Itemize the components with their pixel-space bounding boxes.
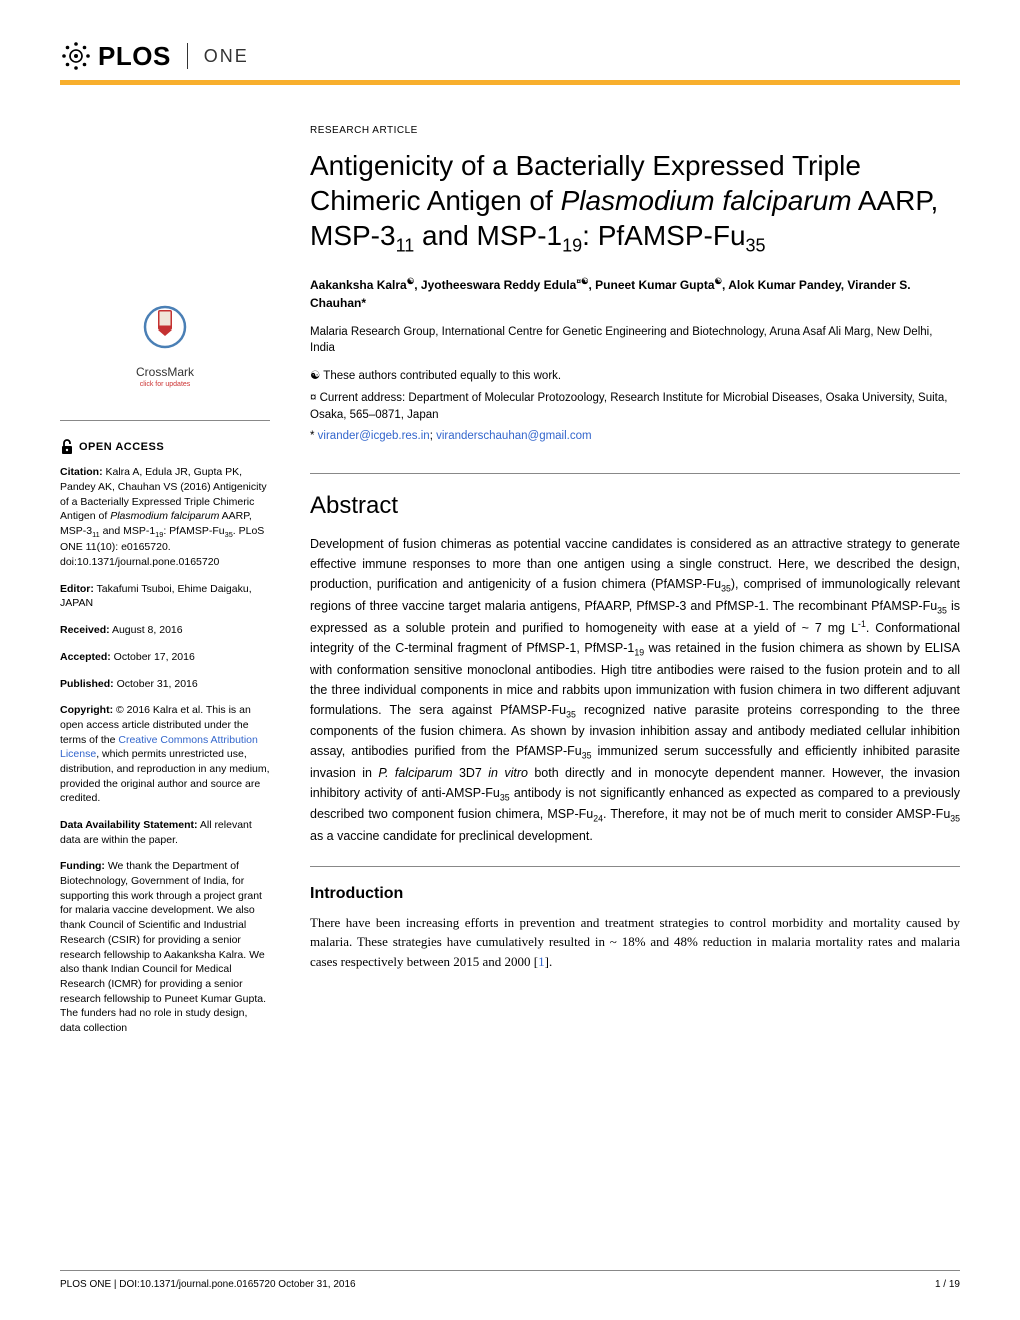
- editor-block: Editor: Takafumi Tsuboi, Ehime Daigaku, …: [60, 582, 270, 611]
- article-type: RESEARCH ARTICLE: [310, 125, 960, 136]
- abstract-rule: [310, 473, 960, 474]
- accent-bar: [60, 80, 960, 85]
- sidebar: CrossMark click for updates OPEN ACCESS …: [60, 125, 270, 1048]
- open-access-lock-icon: [60, 439, 74, 455]
- introduction-heading: Introduction: [310, 885, 960, 903]
- plos-logo: PLOS ONE: [60, 40, 249, 72]
- plos-icon: [60, 40, 92, 72]
- main-column: RESEARCH ARTICLE Antigenicity of a Bacte…: [310, 125, 960, 1048]
- email-link-1[interactable]: virander@icgeb.res.in: [318, 430, 430, 442]
- footer-right: 1 / 19: [935, 1279, 960, 1290]
- corresponding-prefix: *: [310, 430, 318, 442]
- equal-contribution-note: ☯ These authors contributed equally to t…: [310, 368, 960, 385]
- brand-divider: [187, 43, 188, 69]
- received-block: Received: August 8, 2016: [60, 623, 270, 638]
- crossmark-sublabel: click for updates: [60, 380, 270, 390]
- author-list: Aakanksha Kalra☯, Jyotheeswara Reddy Edu…: [310, 275, 960, 312]
- plos-brand-text: PLOS: [98, 41, 171, 72]
- plos-one-text: ONE: [204, 46, 249, 67]
- accepted-block: Accepted: October 17, 2016: [60, 650, 270, 665]
- funding-block: Funding: We thank the Department of Biot…: [60, 859, 270, 1035]
- intro-rule: [310, 866, 960, 867]
- affiliation: Malaria Research Group, International Ce…: [310, 324, 960, 356]
- crossmark-icon: [140, 300, 190, 355]
- open-access-row: OPEN ACCESS: [60, 420, 270, 455]
- crossmark-label: CrossMark: [60, 364, 270, 381]
- page-header: PLOS ONE: [60, 40, 960, 72]
- page-footer: PLOS ONE | DOI:10.1371/journal.pone.0165…: [60, 1270, 960, 1290]
- data-availability-block: Data Availability Statement: All relevan…: [60, 818, 270, 847]
- current-address-note: ¤ Current address: Department of Molecul…: [310, 390, 960, 425]
- email-link-2[interactable]: viranderschauhan@gmail.com: [436, 430, 592, 442]
- citation-block: Citation: Kalra A, Edula JR, Gupta PK, P…: [60, 465, 270, 570]
- introduction-text: There have been increasing efforts in pr…: [310, 913, 960, 972]
- crossmark-widget[interactable]: CrossMark click for updates: [60, 300, 270, 390]
- open-access-text: OPEN ACCESS: [79, 440, 164, 455]
- abstract-text: Development of fusion chimeras as potent…: [310, 534, 960, 846]
- corresponding-note: * virander@icgeb.res.in; viranderschauha…: [310, 428, 960, 445]
- published-block: Published: October 31, 2016: [60, 677, 270, 692]
- footer-left: PLOS ONE | DOI:10.1371/journal.pone.0165…: [60, 1279, 356, 1290]
- article-title: Antigenicity of a Bacterially Expressed …: [310, 148, 960, 257]
- copyright-block: Copyright: © 2016 Kalra et al. This is a…: [60, 703, 270, 806]
- abstract-heading: Abstract: [310, 492, 960, 520]
